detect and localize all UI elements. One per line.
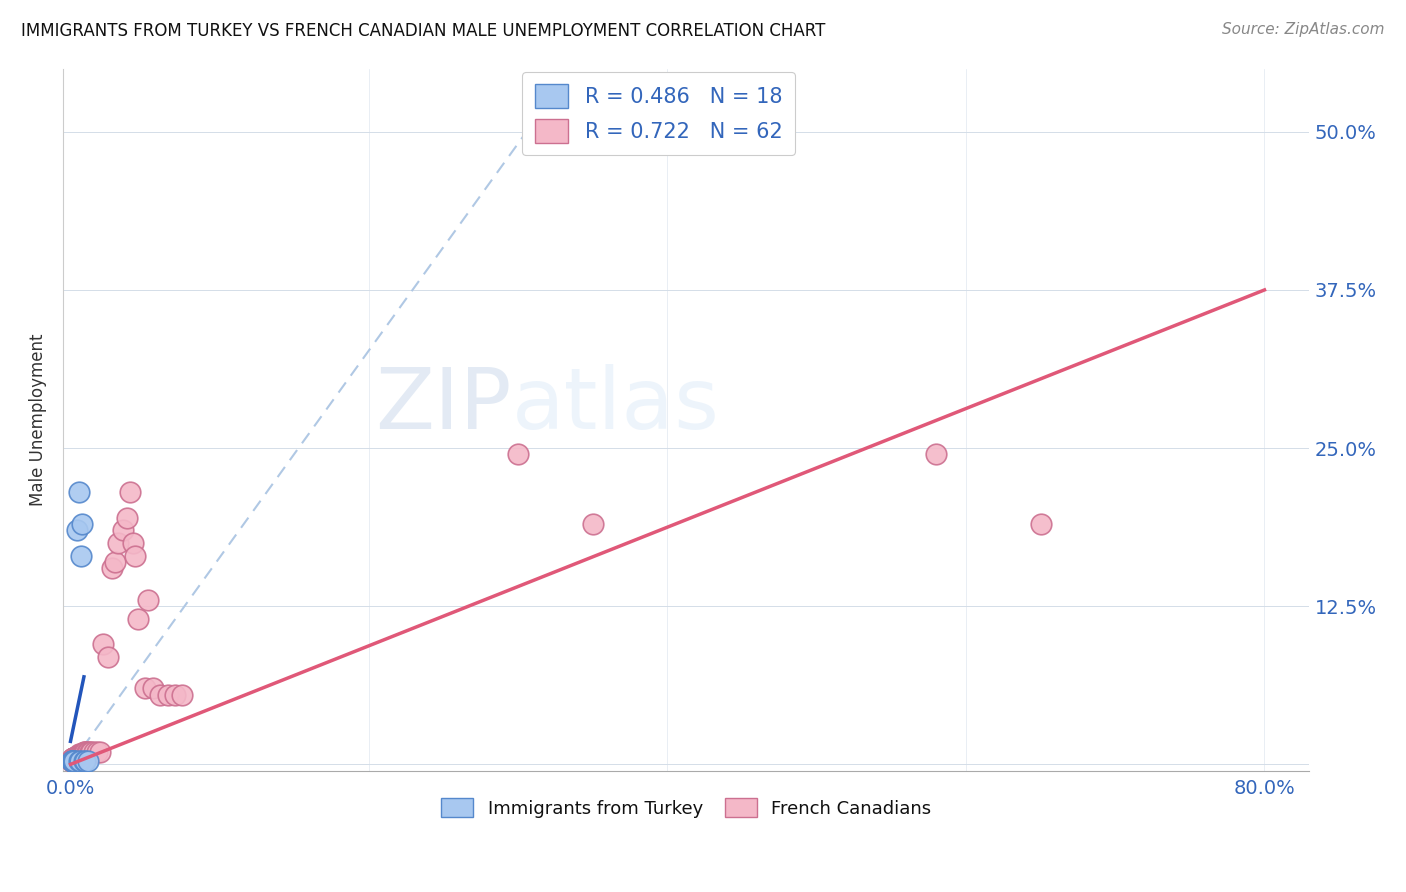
Point bbox=[122, 536, 145, 550]
Point bbox=[73, 754, 96, 768]
Point bbox=[69, 747, 91, 762]
Point bbox=[60, 754, 83, 768]
Point bbox=[62, 751, 84, 765]
Point bbox=[107, 536, 129, 550]
Point bbox=[62, 751, 84, 765]
Point bbox=[1029, 516, 1052, 531]
Point bbox=[86, 745, 108, 759]
Point bbox=[60, 754, 83, 768]
Point bbox=[66, 748, 89, 763]
Point bbox=[77, 745, 100, 759]
Point bbox=[120, 485, 142, 500]
Point bbox=[80, 745, 103, 759]
Point bbox=[89, 745, 111, 759]
Text: ZIP: ZIP bbox=[375, 364, 512, 447]
Point bbox=[79, 745, 101, 759]
Point bbox=[65, 749, 87, 764]
Point bbox=[65, 749, 87, 764]
Point bbox=[75, 745, 97, 759]
Point bbox=[925, 447, 948, 461]
Point bbox=[60, 752, 83, 766]
Point bbox=[63, 751, 86, 765]
Point bbox=[101, 561, 124, 575]
Point bbox=[62, 751, 84, 765]
Point bbox=[69, 754, 91, 768]
Point bbox=[69, 747, 91, 762]
Point bbox=[69, 754, 91, 768]
Point bbox=[156, 688, 179, 702]
Point bbox=[83, 745, 105, 759]
Point bbox=[582, 516, 605, 531]
Y-axis label: Male Unemployment: Male Unemployment bbox=[30, 334, 46, 506]
Point bbox=[60, 754, 83, 768]
Point bbox=[62, 752, 84, 766]
Point bbox=[60, 754, 83, 768]
Point bbox=[62, 754, 84, 768]
Point bbox=[62, 754, 84, 768]
Point bbox=[72, 747, 94, 762]
Point bbox=[91, 637, 114, 651]
Point bbox=[172, 688, 194, 702]
Point bbox=[70, 549, 93, 563]
Point bbox=[63, 751, 86, 765]
Point bbox=[62, 752, 84, 766]
Point bbox=[124, 549, 146, 563]
Point bbox=[60, 752, 83, 766]
Point bbox=[66, 524, 89, 538]
Point bbox=[72, 516, 94, 531]
Text: Source: ZipAtlas.com: Source: ZipAtlas.com bbox=[1222, 22, 1385, 37]
Point bbox=[67, 485, 90, 500]
Point bbox=[70, 747, 93, 762]
Point bbox=[62, 754, 84, 768]
Point bbox=[163, 688, 186, 702]
Point bbox=[62, 751, 84, 765]
Point bbox=[63, 751, 86, 765]
Point bbox=[73, 745, 96, 759]
Point bbox=[62, 754, 84, 768]
Point bbox=[63, 754, 86, 768]
Point bbox=[77, 754, 100, 768]
Point bbox=[70, 747, 93, 762]
Legend: Immigrants from Turkey, French Canadians: Immigrants from Turkey, French Canadians bbox=[433, 790, 939, 825]
Point bbox=[111, 524, 134, 538]
Point bbox=[62, 752, 84, 766]
Point bbox=[60, 752, 83, 766]
Point bbox=[63, 751, 86, 765]
Point bbox=[62, 754, 84, 768]
Point bbox=[104, 555, 127, 569]
Point bbox=[63, 751, 86, 765]
Point bbox=[62, 751, 84, 765]
Point bbox=[97, 649, 120, 664]
Text: IMMIGRANTS FROM TURKEY VS FRENCH CANADIAN MALE UNEMPLOYMENT CORRELATION CHART: IMMIGRANTS FROM TURKEY VS FRENCH CANADIA… bbox=[21, 22, 825, 40]
Point bbox=[115, 510, 138, 524]
Point bbox=[65, 749, 87, 764]
Point bbox=[134, 681, 156, 696]
Point bbox=[67, 748, 90, 763]
Point bbox=[66, 748, 89, 763]
Point bbox=[508, 447, 530, 461]
Point bbox=[136, 593, 159, 607]
Point bbox=[142, 681, 165, 696]
Point bbox=[73, 745, 96, 759]
Text: atlas: atlas bbox=[512, 364, 720, 447]
Point bbox=[127, 612, 149, 626]
Point bbox=[76, 745, 98, 759]
Point bbox=[60, 754, 83, 768]
Point bbox=[75, 754, 97, 768]
Point bbox=[149, 688, 172, 702]
Point bbox=[60, 754, 83, 768]
